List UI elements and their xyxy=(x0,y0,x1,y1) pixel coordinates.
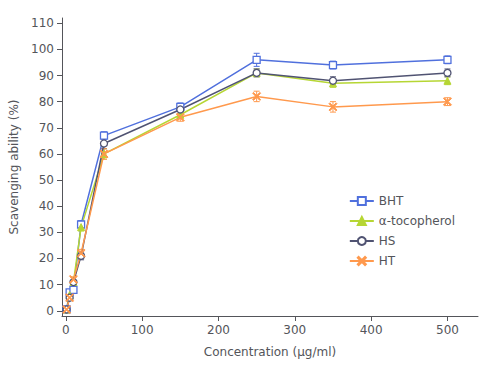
svg-text:10: 10 xyxy=(39,278,54,292)
svg-text:α-tocopherol: α-tocopherol xyxy=(379,214,455,228)
svg-text:HS: HS xyxy=(379,234,396,248)
svg-text:500: 500 xyxy=(436,323,459,337)
svg-text:200: 200 xyxy=(207,323,230,337)
svg-text:Concentration (μg/ml): Concentration (μg/ml) xyxy=(204,345,336,359)
svg-text:110: 110 xyxy=(31,16,54,30)
svg-text:40: 40 xyxy=(39,199,54,213)
svg-text:70: 70 xyxy=(39,121,54,135)
svg-text:100: 100 xyxy=(31,42,54,56)
svg-text:20: 20 xyxy=(39,251,54,265)
svg-text:Scavenging ability (%): Scavenging ability (%) xyxy=(7,99,21,234)
svg-text:50: 50 xyxy=(39,173,54,187)
svg-text:90: 90 xyxy=(39,69,54,83)
svg-text:30: 30 xyxy=(39,225,54,239)
svg-text:0: 0 xyxy=(46,304,54,318)
svg-text:BHT: BHT xyxy=(379,194,404,208)
svg-text:0: 0 xyxy=(62,323,70,337)
svg-text:80: 80 xyxy=(39,95,54,109)
svg-text:100: 100 xyxy=(131,323,154,337)
svg-text:HT: HT xyxy=(379,254,396,268)
svg-text:60: 60 xyxy=(39,147,54,161)
svg-text:300: 300 xyxy=(283,323,306,337)
svg-text:400: 400 xyxy=(360,323,383,337)
